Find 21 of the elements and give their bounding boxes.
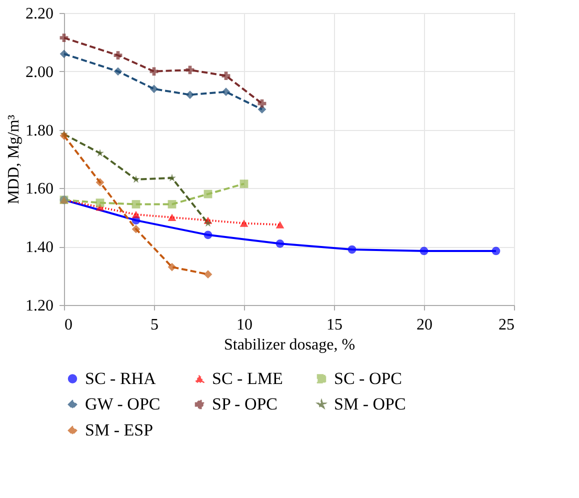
legend-label: SM - ESP bbox=[85, 420, 154, 440]
x-tick-label: 25 bbox=[498, 316, 514, 334]
y-tick-label: 1.20 bbox=[26, 298, 54, 314]
legend-label: SP - OPC bbox=[212, 394, 278, 414]
legend-label: SM - OPC bbox=[334, 394, 406, 414]
y-tick-label: 1.40 bbox=[26, 239, 54, 256]
legend-label: GW - OPC bbox=[85, 394, 160, 414]
x-axis-title: Stabilizer dosage, % bbox=[224, 336, 356, 354]
x-tick-label: 15 bbox=[326, 316, 342, 334]
y-tick-label: 2.00 bbox=[26, 64, 54, 81]
y-tick-label: 2.20 bbox=[26, 6, 54, 22]
x-tick-label: 5 bbox=[150, 316, 158, 334]
x-tick-label: 0 bbox=[64, 316, 72, 334]
x-tick-label: 10 bbox=[236, 316, 252, 334]
legend-label: SC - OPC bbox=[334, 368, 402, 388]
y-tick-label: 1.80 bbox=[26, 122, 54, 140]
y-axis-title: MDD, Mg/m³ bbox=[6, 114, 22, 204]
legend-label: SC - RHA bbox=[85, 368, 157, 388]
y-tick-label: 1.60 bbox=[26, 180, 54, 198]
legend-label: SC - LME bbox=[212, 368, 283, 388]
x-tick-label: 20 bbox=[416, 316, 432, 334]
